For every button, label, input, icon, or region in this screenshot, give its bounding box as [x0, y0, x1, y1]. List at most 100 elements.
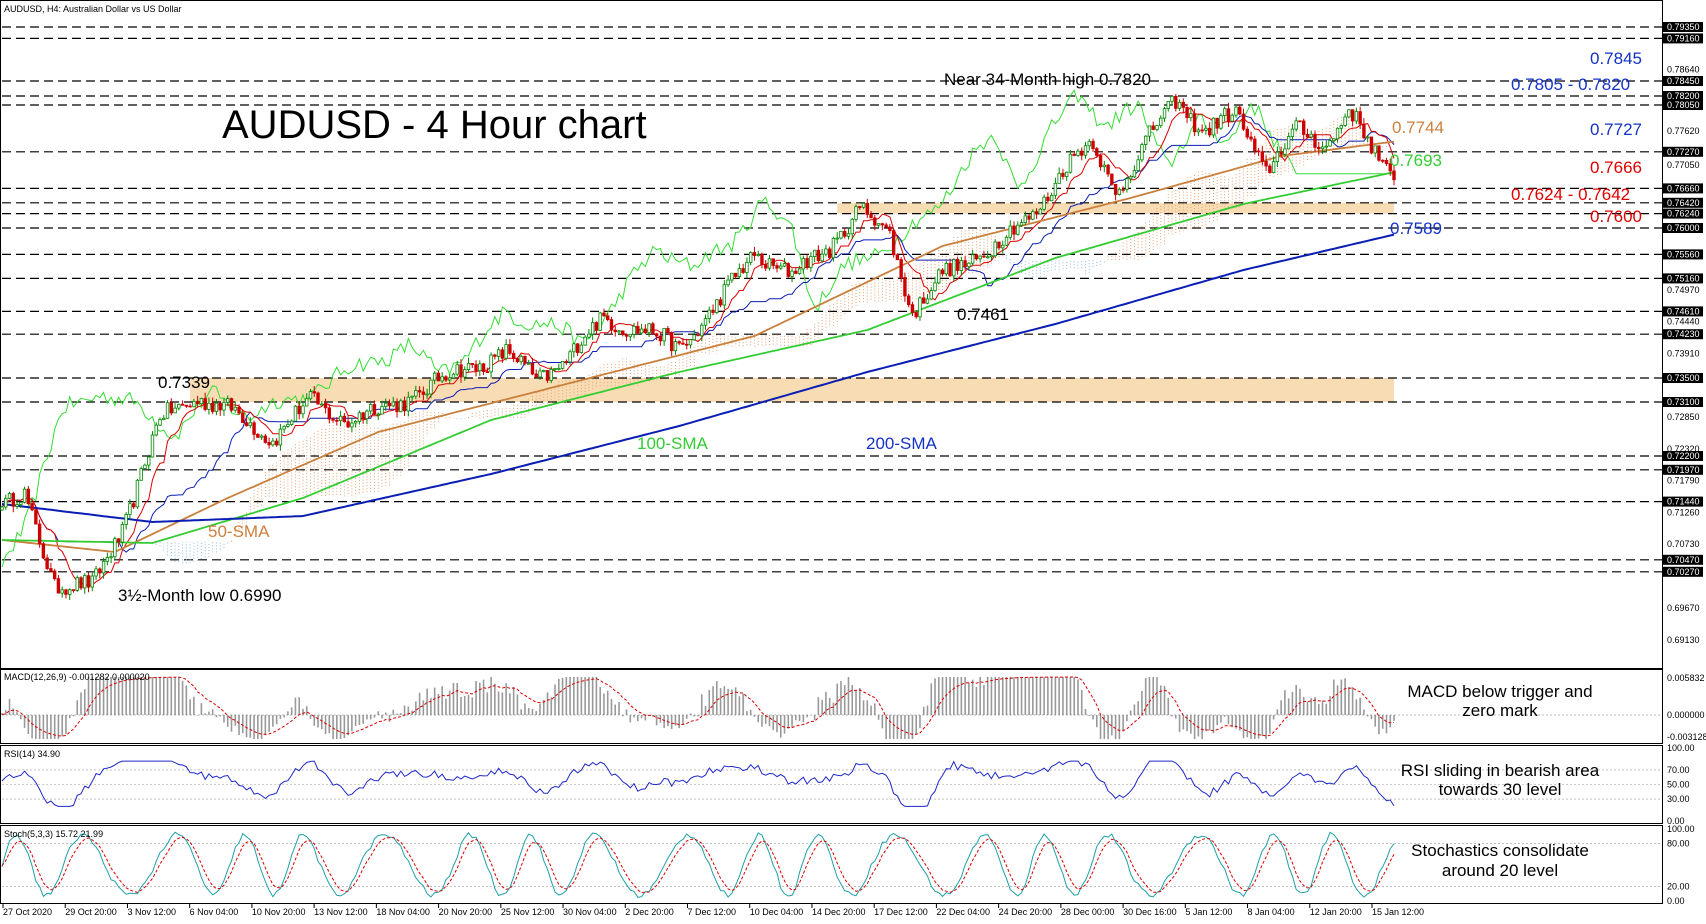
stoch-tick-label: 0.00 — [1667, 896, 1685, 906]
candle-body — [162, 417, 166, 420]
rsi-panel-frame — [0, 745, 1663, 824]
candle-body — [1335, 127, 1340, 140]
candle-body — [914, 312, 918, 318]
label-200-sma: 200-SMA — [866, 434, 938, 453]
candle-body — [1343, 116, 1347, 126]
candle-body — [1095, 148, 1099, 156]
candle-body — [1320, 146, 1325, 150]
candle-body — [86, 575, 91, 588]
candle-body — [1377, 145, 1381, 161]
candle-body — [459, 364, 463, 378]
candle-body — [1339, 125, 1344, 129]
tick-badge — [1663, 208, 1703, 219]
price-tick-label: 0.73500 — [1667, 373, 1700, 383]
price-tick-label: 0.79160 — [1667, 33, 1700, 43]
level-label-7744: 0.7744 — [1392, 118, 1444, 137]
candle-body — [1215, 117, 1219, 129]
candle-body — [417, 390, 422, 393]
candle-body — [692, 334, 696, 341]
candle-body — [169, 402, 173, 414]
price-tick-label: 0.70270 — [1667, 567, 1700, 577]
candle-body — [794, 270, 798, 274]
zone-0 — [837, 202, 1394, 214]
candle-body — [158, 419, 162, 426]
candle-body — [1001, 244, 1005, 249]
candle-body — [918, 297, 922, 318]
candle-body — [560, 360, 565, 369]
candle-body — [752, 252, 757, 256]
candle-body — [1159, 117, 1163, 126]
candle-body — [609, 319, 614, 331]
candle-body — [955, 259, 960, 271]
candle-body — [335, 419, 339, 422]
candle-body — [1128, 176, 1133, 180]
macd-tick-label: -0.003128 — [1667, 732, 1706, 742]
tick-badge — [1663, 249, 1703, 260]
rsi-tick-label: 0.00 — [1667, 816, 1685, 826]
tick-badge — [1663, 183, 1703, 194]
time-label: 10 Dec 04:00 — [750, 907, 804, 917]
time-label: 13 Nov 12:00 — [314, 907, 368, 917]
price-tick-label: 0.72320 — [1667, 444, 1700, 454]
candle-body — [530, 362, 535, 375]
tick-badge — [1663, 223, 1703, 233]
candle-body — [1170, 95, 1174, 102]
price-tick-label: 0.79350 — [1667, 22, 1700, 32]
candle-body — [888, 226, 892, 231]
candle-body — [1072, 153, 1076, 156]
candle-body — [259, 435, 264, 438]
candle-body — [1087, 140, 1091, 147]
candle-body — [903, 277, 907, 297]
indicator-lines — [1, 89, 1395, 586]
candle-body — [493, 354, 497, 357]
candle-body — [150, 434, 155, 458]
rsi-tick-label: 30.00 — [1667, 794, 1690, 804]
stoch-d-line — [1, 836, 1395, 894]
candle-body — [549, 368, 553, 381]
candle-body — [1226, 108, 1231, 122]
candle-body — [963, 260, 967, 268]
candle-body — [256, 433, 260, 438]
candle-body — [180, 403, 185, 406]
candle-body — [741, 268, 745, 273]
candle-body — [45, 557, 49, 569]
candle-body — [843, 230, 847, 237]
candle-body — [237, 406, 241, 414]
price-tick-label: 0.76420 — [1667, 198, 1700, 208]
candle-body — [967, 262, 971, 268]
candle-body — [1305, 134, 1310, 138]
candle-body — [1241, 113, 1246, 130]
tick-badge — [1663, 100, 1703, 110]
candle-body — [0, 506, 4, 511]
candle-body — [463, 369, 467, 378]
candle-body — [937, 269, 941, 284]
candle-body — [1358, 111, 1362, 125]
candle-body — [658, 335, 663, 342]
time-label: 10 Nov 20:00 — [252, 907, 306, 917]
label-50-sma: 50-SMA — [208, 522, 270, 541]
candle-body — [1019, 222, 1024, 226]
candle-body — [210, 402, 215, 412]
candle-body — [568, 351, 572, 363]
candle-body — [436, 372, 441, 382]
candle-body — [399, 400, 403, 413]
candle-body — [1189, 113, 1193, 119]
candle-body — [1260, 151, 1265, 162]
candle-body — [726, 279, 730, 286]
candle-body — [779, 265, 783, 269]
candle-body — [305, 398, 309, 407]
candle-body — [519, 355, 523, 363]
candle-body — [331, 418, 335, 421]
candle-body — [278, 428, 283, 446]
price-tick-label: 0.75560 — [1667, 249, 1700, 259]
candle-body — [869, 214, 873, 219]
candle-body — [643, 328, 648, 333]
candle-body — [707, 309, 711, 319]
candle-body — [1384, 160, 1389, 165]
time-label: 8 Jan 04:00 — [1248, 907, 1295, 917]
candle-body — [368, 404, 373, 412]
candle-body — [669, 332, 674, 352]
candle-body — [654, 333, 659, 337]
candle-body — [542, 370, 546, 372]
candle-body — [1324, 145, 1328, 148]
